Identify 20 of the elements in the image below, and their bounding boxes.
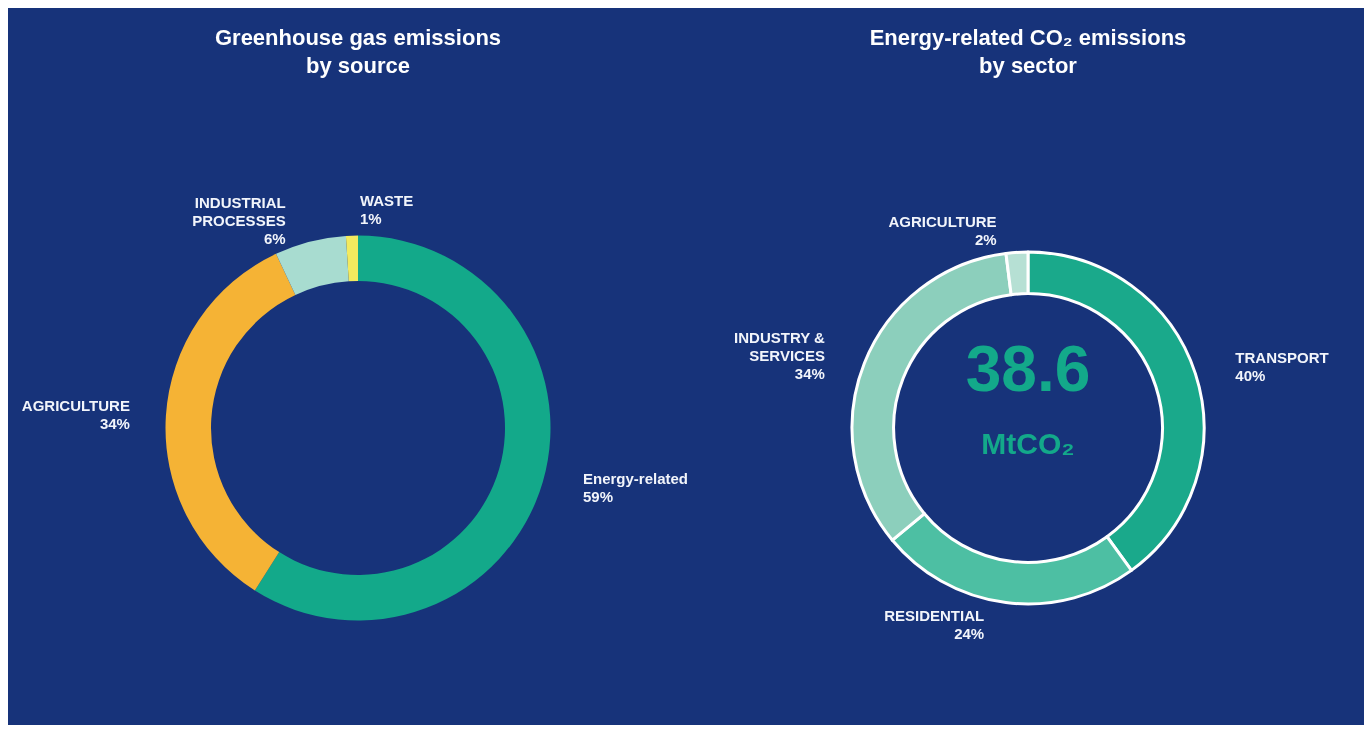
data-label: 34% [794, 364, 825, 382]
data-label: 1% [359, 210, 382, 228]
chart-title: Energy-related CO₂ emissions by sector [869, 24, 1187, 78]
slice-label: WASTE [359, 192, 414, 210]
data-label: 40% [1235, 367, 1266, 385]
data-label: 2% [974, 230, 997, 248]
slice-label: INDUSTRIAL PROCESSES [192, 193, 286, 229]
data-label: 34% [99, 415, 130, 433]
slice-label: Energy-related [582, 470, 689, 488]
slice-label: TRANSPORT [1235, 349, 1329, 367]
slice-label: RESIDENTIAL [884, 606, 985, 624]
text: MtCO₂ [981, 426, 1075, 460]
slice-label: AGRICULTURE [21, 397, 130, 415]
data-label: 6% [263, 229, 286, 247]
chart-title: Greenhouse gas emissions by source [214, 24, 502, 78]
text: 38.6 [965, 333, 1091, 405]
data-label: 59% [582, 488, 614, 506]
data-label: 24% [954, 624, 985, 642]
slice-label: INDUSTRY & SERVICES [734, 328, 826, 364]
slice-label: AGRICULTURE [888, 212, 997, 230]
